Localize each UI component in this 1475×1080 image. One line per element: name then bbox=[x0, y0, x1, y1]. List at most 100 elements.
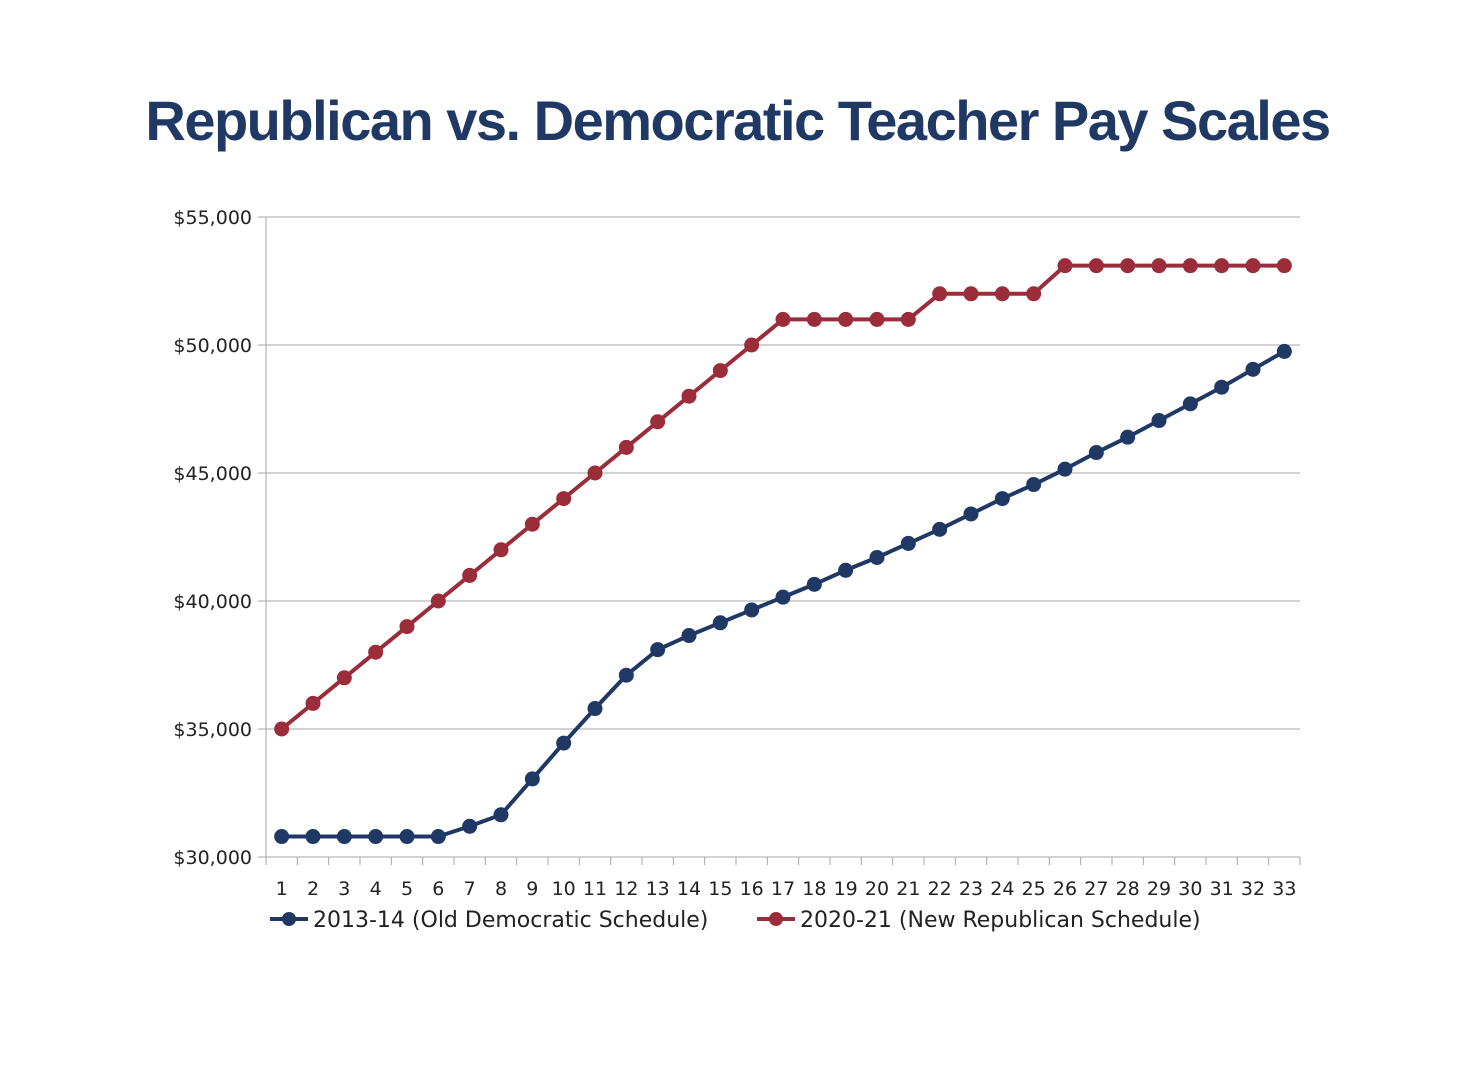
data-point bbox=[681, 628, 697, 644]
x-tick-label: 27 bbox=[1084, 878, 1108, 900]
y-tick-label: $45,000 bbox=[173, 463, 252, 485]
x-tick-label: 31 bbox=[1210, 878, 1234, 900]
x-tick-label: 19 bbox=[834, 878, 858, 900]
data-point bbox=[1245, 361, 1261, 377]
x-tick-label: 16 bbox=[740, 878, 764, 900]
data-point bbox=[806, 576, 822, 592]
x-tick-label: 8 bbox=[495, 878, 507, 900]
x-tick-label: 25 bbox=[1022, 878, 1046, 900]
data-point bbox=[1182, 396, 1198, 412]
data-point bbox=[274, 721, 290, 737]
x-tick-label: 7 bbox=[464, 878, 476, 900]
x-tick-label: 32 bbox=[1241, 878, 1265, 900]
data-point bbox=[305, 829, 321, 845]
data-point bbox=[524, 771, 540, 787]
data-point bbox=[932, 286, 948, 302]
data-point bbox=[963, 286, 979, 302]
data-point bbox=[1120, 258, 1136, 274]
data-point bbox=[1276, 343, 1292, 359]
data-point bbox=[1026, 477, 1042, 493]
data-point bbox=[838, 562, 854, 578]
data-point bbox=[462, 567, 478, 583]
data-point bbox=[1214, 379, 1230, 395]
x-tick-label: 33 bbox=[1272, 878, 1296, 900]
axes bbox=[258, 216, 1301, 865]
y-axis-tick-labels: $30,000 $35,000 $40,000 $45,000 $50,000 $55,0… bbox=[173, 207, 252, 869]
data-point bbox=[650, 414, 666, 430]
data-point bbox=[274, 829, 290, 845]
data-point bbox=[963, 506, 979, 522]
data-point bbox=[399, 829, 415, 845]
x-tick-label: 24 bbox=[990, 878, 1014, 900]
x-tick-label: 4 bbox=[370, 878, 382, 900]
data-point bbox=[869, 311, 885, 327]
legend-swatch-marker bbox=[769, 912, 783, 926]
data-point bbox=[336, 670, 352, 686]
y-tick-label: $50,000 bbox=[173, 335, 252, 357]
data-point bbox=[430, 829, 446, 845]
data-point bbox=[336, 829, 352, 845]
data-point bbox=[806, 311, 822, 327]
data-point bbox=[493, 542, 509, 558]
x-tick-label: 21 bbox=[896, 878, 920, 900]
data-point bbox=[744, 602, 760, 618]
x-tick-label: 17 bbox=[771, 878, 795, 900]
data-point bbox=[1182, 258, 1198, 274]
data-point bbox=[869, 549, 885, 565]
legend: 2013-14 (Old Democratic Schedule) 2020-21… bbox=[270, 908, 1201, 933]
x-tick-label: 2 bbox=[307, 878, 319, 900]
x-tick-label: 20 bbox=[865, 878, 889, 900]
x-axis-tick-labels: 1 2 3 4 5 6 7 8 9 10 11 12 13 14 15 16 17 18 19 20 21 22 23 24 2… bbox=[276, 878, 1297, 900]
data-point bbox=[368, 829, 384, 845]
series-line bbox=[280, 263, 1285, 731]
data-point bbox=[900, 311, 916, 327]
x-tick-label: 12 bbox=[614, 878, 638, 900]
y-tick-label: $55,000 bbox=[173, 207, 252, 229]
data-point bbox=[900, 535, 916, 551]
data-point bbox=[744, 337, 760, 353]
data-point bbox=[1088, 258, 1104, 274]
data-point bbox=[1057, 461, 1073, 477]
x-tick-label: 6 bbox=[432, 878, 444, 900]
x-tick-label: 15 bbox=[708, 878, 732, 900]
data-point bbox=[462, 818, 478, 834]
data-point bbox=[399, 619, 415, 635]
x-tick-label: 26 bbox=[1053, 878, 1077, 900]
data-point bbox=[1057, 258, 1073, 274]
data-point bbox=[305, 695, 321, 711]
x-tick-label: 29 bbox=[1147, 878, 1171, 900]
data-point bbox=[932, 521, 948, 537]
chart-title: Republican vs. Democratic Teacher Pay Sc… bbox=[145, 89, 1331, 152]
y-tick-label: $35,000 bbox=[173, 719, 252, 741]
data-point bbox=[994, 286, 1010, 302]
data-point bbox=[618, 667, 634, 683]
x-tick-label: 30 bbox=[1178, 878, 1202, 900]
y-tick-label: $40,000 bbox=[173, 591, 252, 613]
data-point bbox=[556, 735, 572, 751]
x-tick-label: 11 bbox=[583, 878, 607, 900]
data-point bbox=[1151, 413, 1167, 429]
series bbox=[274, 258, 1292, 845]
data-point bbox=[712, 615, 728, 631]
data-point bbox=[1088, 445, 1104, 461]
data-point bbox=[650, 642, 666, 658]
x-tick-label: 22 bbox=[928, 878, 952, 900]
x-tick-label: 5 bbox=[401, 878, 413, 900]
data-point bbox=[368, 644, 384, 660]
legend-label: 2013-14 (Old Democratic Schedule) bbox=[313, 908, 708, 933]
data-point bbox=[994, 491, 1010, 507]
data-point bbox=[681, 388, 697, 404]
y-tick-label: $30,000 bbox=[173, 847, 252, 869]
data-point bbox=[1276, 258, 1292, 274]
data-point bbox=[618, 439, 634, 455]
data-point bbox=[775, 589, 791, 605]
data-point bbox=[1245, 258, 1261, 274]
data-point bbox=[430, 593, 446, 609]
data-point bbox=[1214, 258, 1230, 274]
data-point bbox=[1120, 429, 1136, 445]
legend-swatch-marker bbox=[282, 912, 296, 926]
x-tick-label: 10 bbox=[552, 878, 576, 900]
data-point bbox=[524, 516, 540, 532]
data-point bbox=[587, 701, 603, 717]
